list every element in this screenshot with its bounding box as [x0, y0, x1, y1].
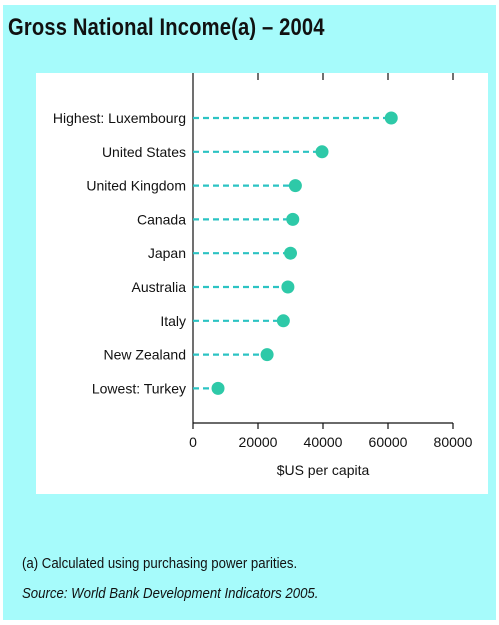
x-tick-label: 80000	[434, 434, 473, 450]
category-label: Canada	[137, 211, 186, 227]
category-label: Australia	[132, 279, 187, 295]
source-note: Source: World Bank Development Indicator…	[22, 585, 319, 602]
category-label: United Kingdom	[86, 178, 186, 194]
data-point	[284, 246, 297, 260]
x-tick-label: 0	[189, 434, 197, 450]
x-tick-label: 60000	[369, 434, 408, 450]
data-point	[276, 314, 290, 328]
data-point	[384, 111, 398, 125]
category-label: Italy	[160, 313, 186, 329]
x-tick-label: 20000	[239, 434, 278, 450]
data-point	[260, 348, 274, 362]
data-point	[211, 381, 225, 395]
x-tick-label: 40000	[304, 434, 343, 450]
data-point	[286, 212, 300, 226]
x-axis-label: $US per capita	[277, 462, 370, 478]
data-point	[315, 145, 329, 159]
data-point	[281, 280, 295, 294]
chart-title: Gross National Income(a) – 2004	[8, 14, 325, 41]
footnote: (a) Calculated using purchasing power pa…	[22, 555, 298, 572]
category-label: United States	[102, 144, 186, 160]
category-label: Lowest: Turkey	[92, 380, 186, 396]
data-point	[288, 179, 302, 193]
plot-area	[36, 73, 488, 494]
category-label: Japan	[148, 245, 186, 261]
category-label: New Zealand	[104, 347, 187, 363]
category-label: Highest: Luxembourg	[53, 110, 186, 126]
